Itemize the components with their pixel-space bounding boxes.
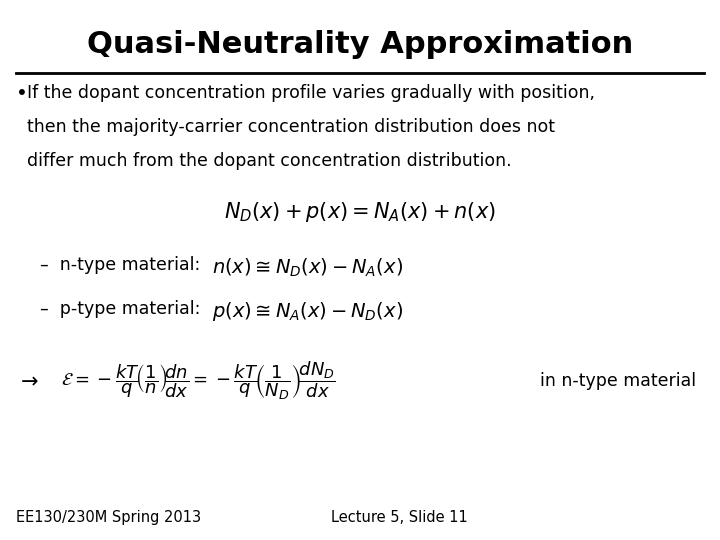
Text: If the dopant concentration profile varies gradually with position,: If the dopant concentration profile vari… [27,84,595,102]
Text: $\mathcal{E}=-\dfrac{kT}{q}\!\left(\dfrac{1}{n}\right)\!\dfrac{dn}{dx}=-\dfrac{k: $\mathcal{E}=-\dfrac{kT}{q}\!\left(\dfra… [61,360,336,402]
Text: –  p-type material:: – p-type material: [40,300,200,318]
Text: in n-type material: in n-type material [540,372,696,390]
Text: –  n-type material:: – n-type material: [40,256,200,274]
Text: EE130/230M Spring 2013: EE130/230M Spring 2013 [16,510,201,525]
Text: $N_D(x)+p(x) = N_A(x)+n(x)$: $N_D(x)+p(x) = N_A(x)+n(x)$ [224,200,496,224]
Text: differ much from the dopant concentration distribution.: differ much from the dopant concentratio… [27,152,512,170]
Text: $\rightarrow$: $\rightarrow$ [16,370,38,391]
Text: $p(x)\cong N_A(x)-N_D(x)$: $p(x)\cong N_A(x)-N_D(x)$ [212,300,403,323]
Text: Quasi-Neutrality Approximation: Quasi-Neutrality Approximation [87,30,633,59]
Text: •: • [16,84,27,103]
Text: Lecture 5, Slide 11: Lecture 5, Slide 11 [331,510,468,525]
Text: then the majority-carrier concentration distribution does not: then the majority-carrier concentration … [27,118,555,136]
Text: $n(x)\cong N_D(x)-N_A(x)$: $n(x)\cong N_D(x)-N_A(x)$ [212,256,403,279]
